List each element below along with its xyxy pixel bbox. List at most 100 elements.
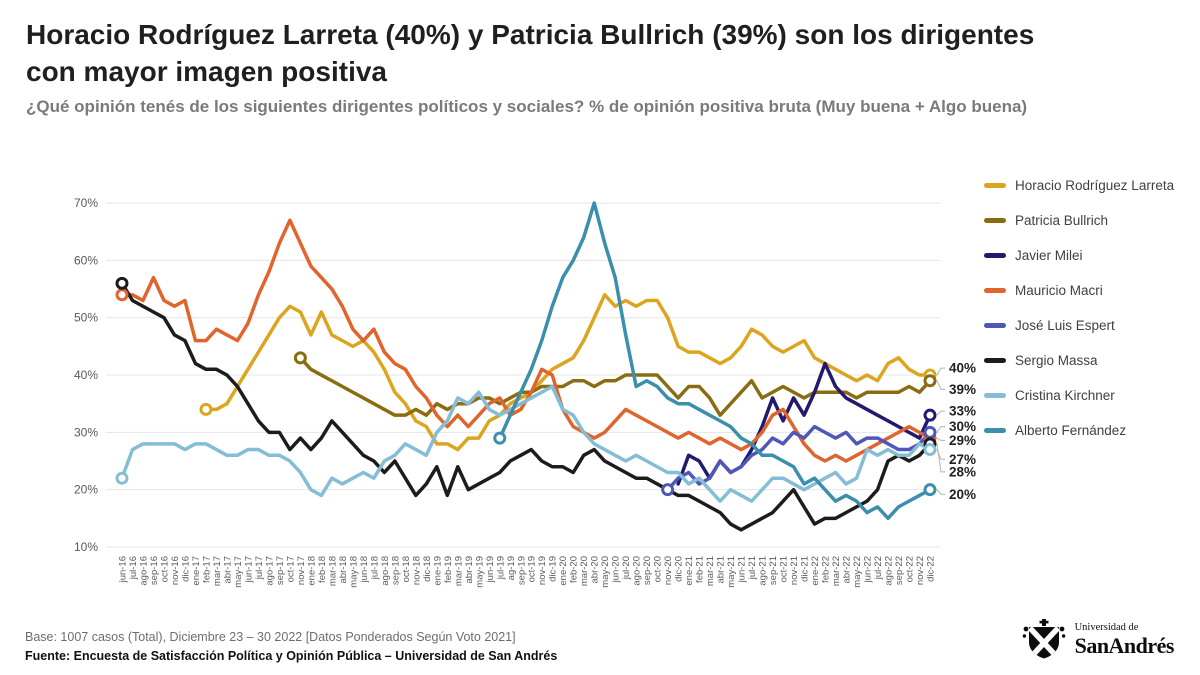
series-line bbox=[120, 384, 932, 503]
x-axis-tick: sep-22 bbox=[894, 556, 905, 585]
end-label-leader bbox=[936, 410, 945, 416]
legend-item: Patricia Bullrich bbox=[984, 203, 1199, 238]
x-axis-tick: nov-16 bbox=[170, 556, 181, 585]
series-start-marker bbox=[493, 431, 507, 445]
series-start-marker bbox=[115, 276, 129, 290]
x-axis-tick: ag-19 bbox=[506, 556, 517, 580]
x-axis-tick: ago-16 bbox=[138, 556, 149, 586]
x-axis-tick: mar-22 bbox=[831, 556, 842, 586]
x-axis-tick: oct-19 bbox=[527, 556, 538, 582]
end-label-leader bbox=[936, 426, 945, 433]
legend-item: José Luis Espert bbox=[984, 308, 1199, 343]
x-axis-tick: ago-21 bbox=[758, 556, 769, 586]
end-label-leader bbox=[936, 489, 945, 495]
legend-label: Alberto Fernández bbox=[1015, 423, 1127, 438]
end-label-leader bbox=[936, 367, 945, 376]
series-end-label: 27% bbox=[949, 452, 976, 467]
series-start-marker bbox=[115, 288, 129, 302]
legend-label: Mauricio Macri bbox=[1015, 283, 1103, 298]
x-axis-tick: jun-17 bbox=[243, 556, 254, 583]
y-axis-tick: 50% bbox=[74, 311, 98, 325]
series-end-label: 40% bbox=[949, 361, 976, 376]
series-start-marker bbox=[293, 351, 307, 365]
series-end-label: 39% bbox=[949, 382, 976, 397]
x-axis-tick: jun-20 bbox=[611, 556, 622, 583]
x-axis-tick: dic-22 bbox=[926, 556, 937, 582]
x-axis-tick: ene-22 bbox=[810, 556, 821, 586]
series-end-label: 33% bbox=[949, 404, 976, 419]
series-line bbox=[498, 201, 932, 521]
x-axis-tick: feb-20 bbox=[569, 556, 580, 583]
x-axis-tick: abr-19 bbox=[464, 556, 475, 583]
series-line bbox=[204, 293, 932, 452]
legend-swatch-icon bbox=[984, 358, 1006, 363]
crest-icon bbox=[1022, 619, 1065, 659]
series-end-label: 28% bbox=[949, 464, 976, 479]
x-axis-tick: feb-17 bbox=[201, 556, 212, 583]
x-axis-tick: dic-16 bbox=[180, 556, 191, 582]
logo-text-top: Universidad de bbox=[1074, 621, 1139, 633]
x-axis-tick: abr-17 bbox=[222, 556, 233, 583]
x-axis-tick: abr-20 bbox=[590, 556, 601, 583]
series-end-marker bbox=[923, 374, 937, 388]
x-axis-tick: jun-19 bbox=[485, 556, 496, 583]
series-end-label: 29% bbox=[949, 433, 976, 448]
legend-label: Javier Milei bbox=[1015, 248, 1083, 263]
x-axis-tick: nov-21 bbox=[789, 556, 800, 585]
x-axis-tick: sep-17 bbox=[275, 556, 286, 585]
series-end-marker bbox=[923, 483, 937, 497]
x-axis-tick: jun-22 bbox=[863, 556, 874, 583]
x-axis-tick: nov-18 bbox=[411, 556, 422, 585]
x-axis-tick: sep-21 bbox=[768, 556, 779, 585]
x-axis-tick: jul-20 bbox=[621, 556, 632, 580]
x-axis-tick: ene-17 bbox=[191, 556, 202, 586]
x-axis-tick: ago-17 bbox=[264, 556, 275, 586]
x-axis-tick: may-19 bbox=[474, 556, 485, 588]
x-axis-tick: may-21 bbox=[726, 556, 737, 588]
series-line bbox=[120, 218, 932, 463]
x-axis-tick: may-22 bbox=[852, 556, 863, 588]
series-start-marker bbox=[115, 471, 129, 485]
x-axis-tick: oct-17 bbox=[285, 556, 296, 582]
legend-swatch-icon bbox=[984, 183, 1006, 188]
series-start-marker bbox=[661, 483, 675, 497]
x-axis-tick: oct-22 bbox=[905, 556, 916, 582]
x-axis-tick: ene-19 bbox=[432, 556, 443, 586]
y-axis-tick: 20% bbox=[74, 483, 98, 497]
x-axis-tick: abr-22 bbox=[842, 556, 853, 583]
series-line bbox=[298, 356, 932, 417]
legend-item: Cristina Kirchner bbox=[984, 378, 1199, 413]
series-end-marker bbox=[923, 408, 937, 422]
x-axis-tick: dic-21 bbox=[800, 556, 811, 582]
x-axis-tick: mar-20 bbox=[579, 556, 590, 586]
end-label-leader bbox=[936, 443, 945, 473]
x-axis-tick: ene-20 bbox=[558, 556, 569, 586]
end-label-leader bbox=[936, 449, 945, 460]
legend-item: Sergio Massa bbox=[984, 343, 1199, 378]
legend-swatch-icon bbox=[984, 288, 1006, 293]
universidad-san-andres-logo: Universidad de SanAndrés bbox=[1021, 619, 1175, 661]
x-axis-tick: dic-20 bbox=[674, 556, 685, 582]
legend-label: José Luis Espert bbox=[1015, 318, 1115, 333]
legend-item: Javier Milei bbox=[984, 238, 1199, 273]
x-axis-tick: abr-21 bbox=[716, 556, 727, 583]
x-axis-tick: oct-20 bbox=[653, 556, 664, 582]
x-axis-tick: ago-22 bbox=[884, 556, 895, 586]
x-axis-tick: oct-21 bbox=[779, 556, 790, 582]
x-axis-tick: oct-18 bbox=[401, 556, 412, 582]
x-axis-tick: feb-18 bbox=[317, 556, 328, 583]
series-line bbox=[665, 424, 932, 492]
chart-legend: Horacio Rodríguez Larreta Patricia Bullri… bbox=[984, 168, 1199, 448]
x-axis-tick: sep-16 bbox=[149, 556, 160, 585]
x-axis-tick: ago-18 bbox=[380, 556, 391, 586]
y-axis-tick: 10% bbox=[74, 540, 98, 554]
y-axis-tick: 60% bbox=[74, 253, 98, 267]
x-axis-tick: may-17 bbox=[233, 556, 244, 588]
x-axis-tick: dic-19 bbox=[548, 556, 559, 582]
legend-swatch-icon bbox=[984, 393, 1006, 398]
legend-label: Horacio Rodríguez Larreta bbox=[1015, 178, 1175, 193]
series-start-marker bbox=[199, 402, 213, 416]
y-axis-tick: 40% bbox=[74, 368, 98, 382]
legend-swatch-icon bbox=[984, 218, 1006, 223]
legend-swatch-icon bbox=[984, 323, 1006, 328]
